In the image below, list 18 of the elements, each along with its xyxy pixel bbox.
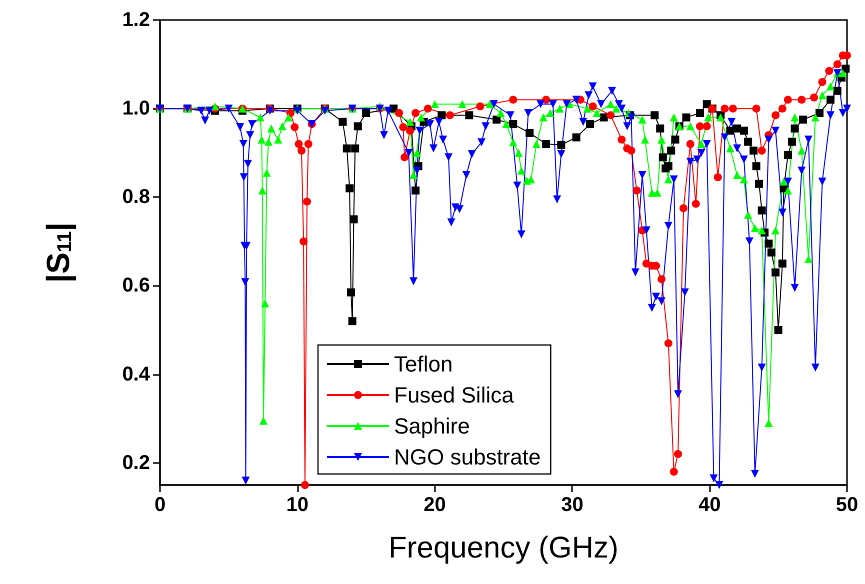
y-tick-label: 1.2	[122, 9, 150, 31]
y-axis-title: |S11|	[40, 222, 77, 283]
x-tick-label: 20	[424, 494, 446, 516]
legend-label: NGO substrate	[394, 444, 541, 470]
y-tick-label: 0.4	[122, 363, 151, 386]
x-tick-label: 50	[836, 494, 858, 516]
x-tick-label: 40	[698, 494, 721, 516]
y-tick-label: 0.6	[122, 274, 150, 297]
legend-label: Teflon	[394, 352, 453, 376]
y-tick-label: 0.8	[122, 186, 150, 208]
x-tick-label: 0	[154, 494, 166, 516]
x-axis-title: Frequency (GHz)	[388, 532, 619, 564]
y-tick-label: 0.2	[122, 452, 150, 474]
legend-label: Fused Silica	[394, 382, 515, 408]
legend-label: Saphire	[394, 414, 470, 438]
x-tick-label: 10	[286, 494, 309, 516]
x-tick-label: 30	[561, 494, 584, 516]
y-tick-label: 1.0	[122, 98, 150, 120]
